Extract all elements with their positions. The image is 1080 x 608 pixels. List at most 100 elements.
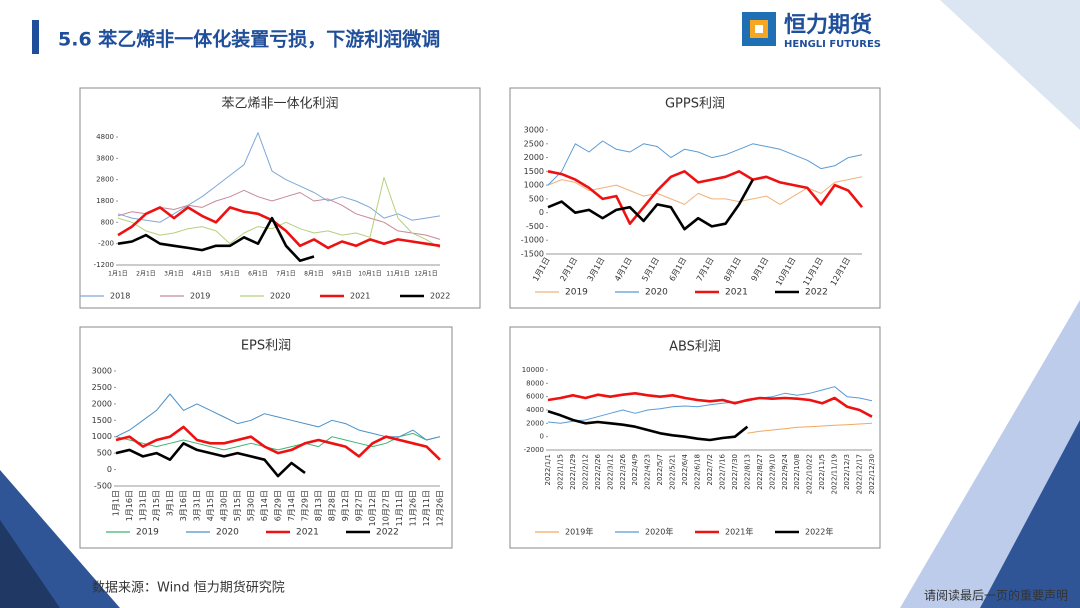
legend-label: 2019 <box>190 292 210 301</box>
chart-frame <box>79 87 481 309</box>
y-tick-label: 8000 <box>526 379 544 387</box>
y-tick-label: 2000 <box>92 399 112 408</box>
y-tick-label: -1200 <box>94 261 114 269</box>
x-tick-label: 2022/11/5 <box>818 454 826 490</box>
x-tick-label: 3月1日 <box>164 271 184 278</box>
y-tick-label: -500 <box>94 482 112 491</box>
series-line <box>547 392 873 418</box>
x-tick-label: 6月29日 <box>274 490 283 521</box>
y-tick-label: -2000 <box>524 446 544 454</box>
logo-text: 恒力期货 <box>784 12 872 38</box>
chart-title: ABS利润 <box>669 340 721 355</box>
legend-label: 2021 <box>296 528 319 538</box>
legend-label: 2019 <box>136 528 159 538</box>
series-line <box>547 140 863 186</box>
x-tick-label: 2022/12/30 <box>868 454 876 494</box>
x-tick-label: 12月26日 <box>436 490 445 526</box>
x-tick-label: 2022/7/2 <box>706 454 714 485</box>
x-tick-label: 7月1日 <box>276 271 296 278</box>
series-line <box>547 178 754 231</box>
legend-label: 2018 <box>110 292 130 301</box>
legend-label: 2022年 <box>805 527 833 537</box>
legend-label: 2020 <box>216 528 239 538</box>
legend-label: 2022 <box>376 528 399 538</box>
x-tick-label: 10月12日 <box>368 490 377 526</box>
x-tick-label: 2022/10/22 <box>806 454 814 494</box>
title-bar <box>32 20 39 54</box>
y-tick-label: 1800 <box>96 197 114 205</box>
x-tick-label: 3月16日 <box>179 490 188 521</box>
y-tick-label: -500 <box>526 222 544 231</box>
series-line <box>115 432 441 451</box>
legend-label: 2019 <box>565 288 588 298</box>
x-tick-label: 2022/9/10 <box>768 454 776 490</box>
y-tick-label: 3800 <box>96 154 114 162</box>
series-line <box>747 422 873 434</box>
x-tick-label: 8月28日 <box>328 490 337 521</box>
legend-label: 2021 <box>725 288 748 298</box>
legend-label: 2020年 <box>645 527 673 537</box>
x-tick-label: 10月27日 <box>382 490 391 526</box>
legend-label: 2019年 <box>565 527 593 537</box>
y-tick-label: -1500 <box>521 250 544 259</box>
x-tick-label: 2月1日 <box>136 271 156 278</box>
y-tick-label: 800 <box>101 218 114 226</box>
y-tick-label: 1000 <box>92 432 112 441</box>
x-tick-label: 2022/7/30 <box>731 454 739 490</box>
x-tick-label: 8月13日 <box>314 490 323 521</box>
x-tick-label: 2022/10/8 <box>793 454 801 490</box>
legend-label: 2020 <box>645 288 668 298</box>
series-line <box>117 206 441 250</box>
series-line <box>115 425 441 461</box>
y-tick-label: 1500 <box>524 167 544 176</box>
y-tick-label: 2000 <box>526 419 544 427</box>
y-tick-label: -200 <box>98 240 114 248</box>
disclaimer: 请阅读最后一页的重要声明 <box>924 588 1068 603</box>
series-line <box>115 442 306 478</box>
chart-frame <box>509 87 881 309</box>
x-tick-label: 2022/5/7 <box>656 454 664 485</box>
logo-mark <box>755 25 763 33</box>
x-tick-label: 2022/2/26 <box>594 453 602 489</box>
chart-title: GPPS利润 <box>665 97 725 112</box>
x-tick-label: 11月11日 <box>395 490 404 526</box>
x-tick-label: 3月31日 <box>193 490 202 521</box>
x-tick-label: 5月1日 <box>220 271 240 278</box>
series-line <box>547 170 864 225</box>
y-tick-label: 2800 <box>96 176 114 184</box>
x-tick-label: 2022/1/1 <box>544 454 552 485</box>
x-tick-label: 2022/1/29 <box>569 454 577 490</box>
x-tick-label: 1月1日 <box>108 271 128 278</box>
y-tick-label: 1500 <box>92 416 112 425</box>
corner-decoration <box>980 420 1080 608</box>
x-tick-label: 9月27日 <box>355 490 364 521</box>
slide-title: 5.6 苯乙烯非一体化装置亏损，下游利润微调 <box>58 28 440 51</box>
x-tick-label: 2月15日 <box>152 490 161 521</box>
y-tick-label: 3000 <box>524 126 544 135</box>
x-tick-label: 4月1日 <box>192 271 212 278</box>
y-tick-label: 2000 <box>524 153 544 162</box>
y-tick-label: 0 <box>107 465 112 474</box>
x-tick-label: 2022/3/26 <box>619 453 627 489</box>
x-tick-label: 9月1日 <box>332 271 352 278</box>
x-tick-label: 7月14日 <box>287 490 296 521</box>
series-line <box>547 410 749 442</box>
x-tick-label: 4月15日 <box>206 490 215 521</box>
legend-label: 2020 <box>270 292 290 301</box>
chart-title: 苯乙烯非一体化利润 <box>221 97 338 112</box>
y-tick-label: 4000 <box>526 406 544 414</box>
x-tick-label: 11月1日 <box>386 271 409 278</box>
legend-label: 2021年 <box>725 527 753 537</box>
logo-subtext: HENGLI FUTURES <box>784 39 881 50</box>
x-tick-label: 4月30日 <box>220 490 229 521</box>
legend-label: 2022 <box>430 292 450 301</box>
x-tick-label: 5月30日 <box>247 490 256 521</box>
x-tick-label: 12月1日 <box>414 271 437 278</box>
x-tick-label: 2022/12/3 <box>843 454 851 490</box>
x-tick-label: 2022/6/18 <box>694 454 702 490</box>
corner-decoration <box>0 520 60 608</box>
x-tick-label: 6月14日 <box>260 490 269 521</box>
x-tick-label: 2022/3/12 <box>606 454 614 490</box>
x-tick-label: 2022/4/23 <box>644 454 652 490</box>
